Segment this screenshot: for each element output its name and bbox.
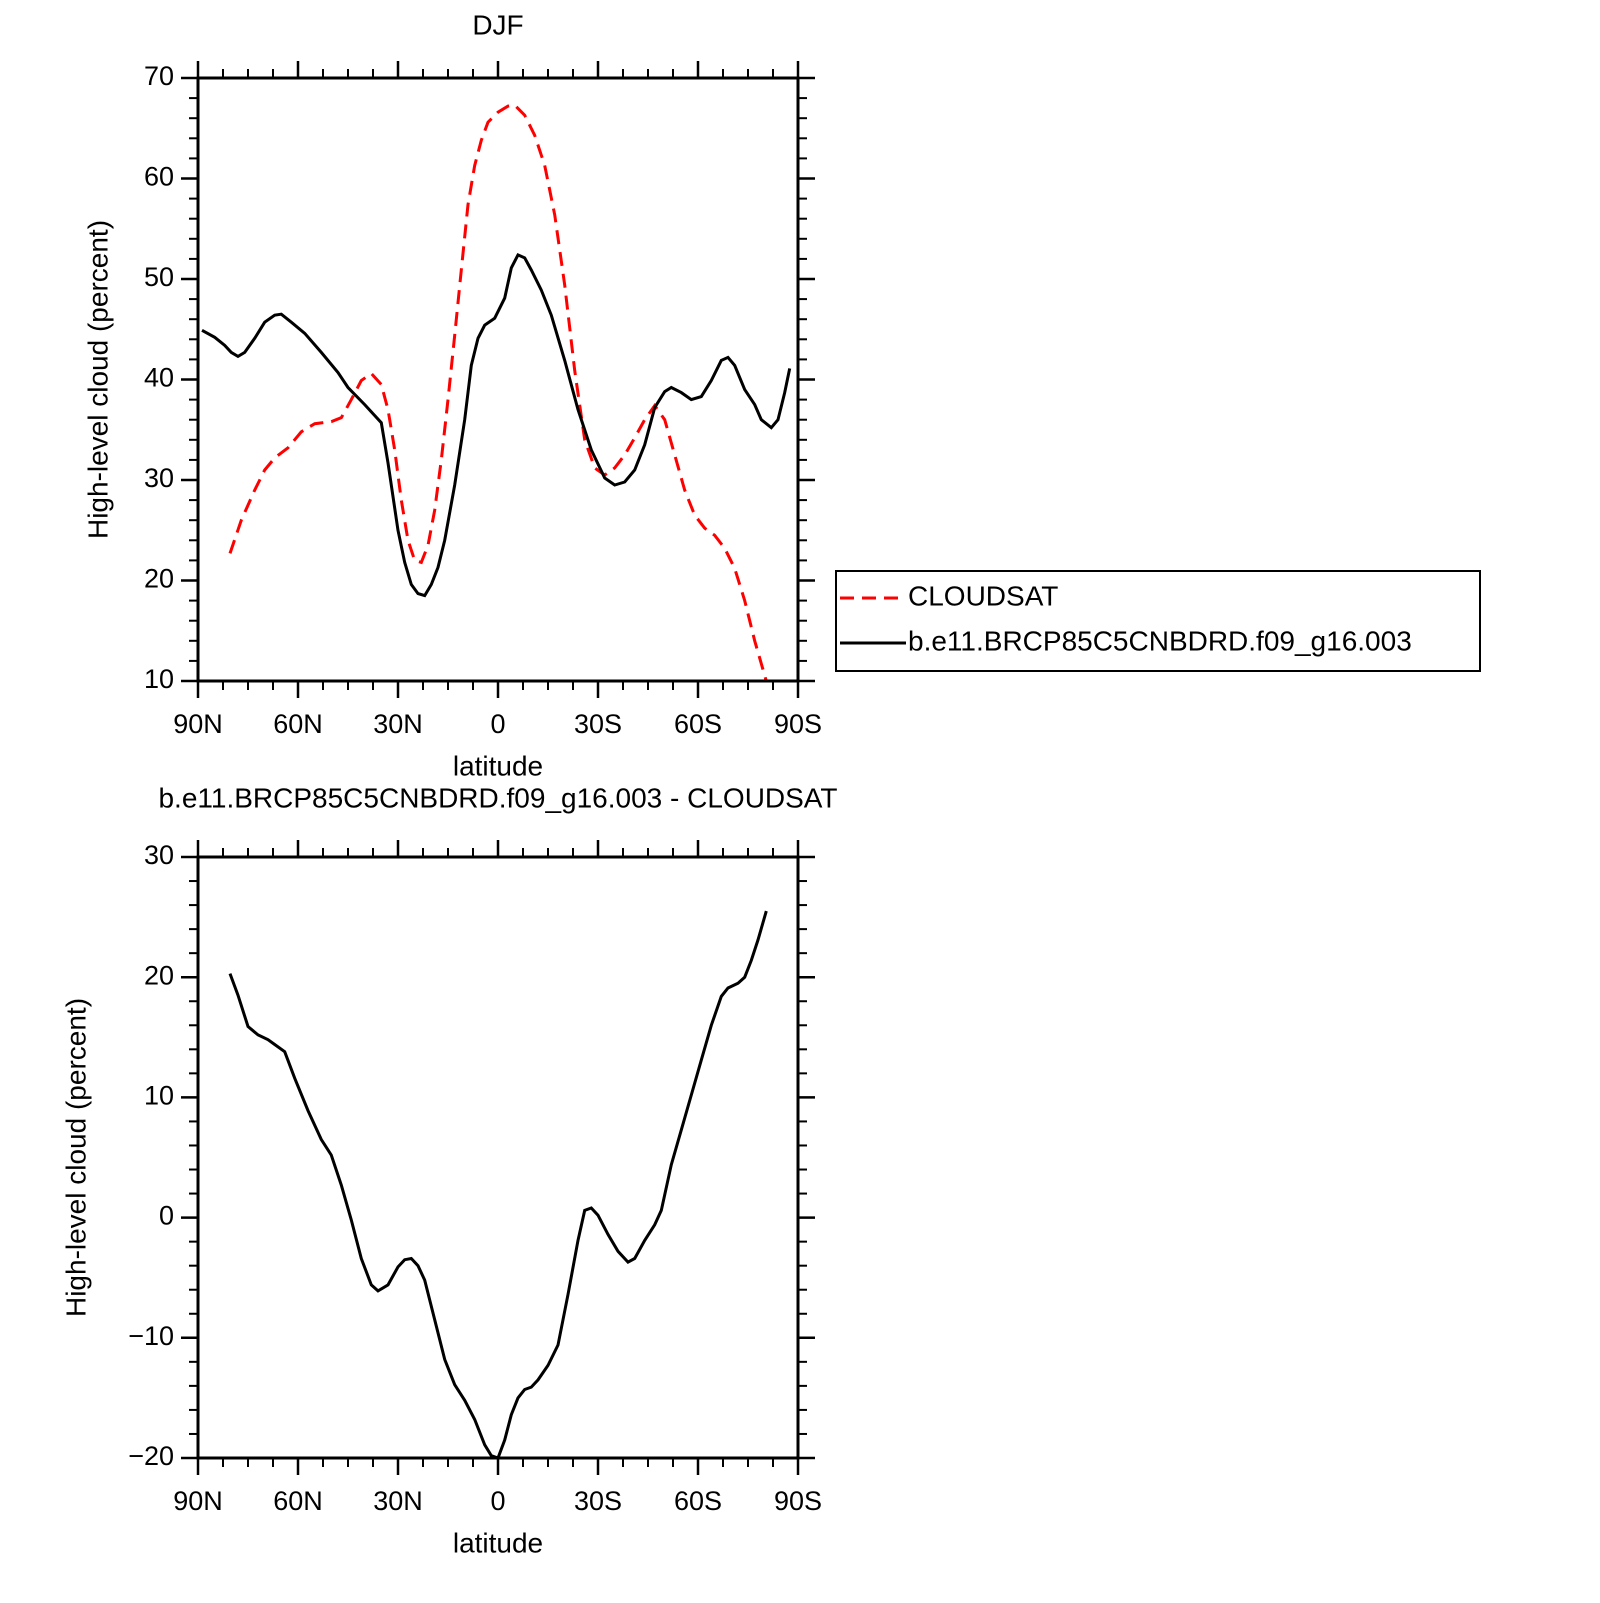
x-axis-label: latitude [453, 1527, 543, 1558]
y-tick-label: 30 [144, 463, 174, 493]
x-tick-label: 90S [774, 1486, 822, 1516]
x-tick-label: 90S [774, 709, 822, 739]
data-line [228, 910, 768, 1460]
y-tick-label: 60 [144, 162, 174, 192]
y-tick-label: 10 [144, 664, 174, 694]
y-tick-label: 50 [144, 262, 174, 292]
plot-frame [196, 76, 800, 683]
legend-label: CLOUDSAT [908, 580, 1058, 611]
chart-title: b.e11.BRCP85C5CNBDRD.f09_g16.003 - CLOUD… [158, 782, 837, 813]
y-axis-label: High-level cloud (percent) [82, 220, 113, 539]
y-tick-label: 20 [144, 960, 174, 990]
y-tick-label: 10 [144, 1081, 174, 1111]
data-line [201, 252, 792, 598]
y-tick-label: −20 [128, 1441, 174, 1471]
y-tick-label: 40 [144, 363, 174, 393]
legend-box [835, 570, 1481, 672]
y-tick-label: 20 [144, 564, 174, 594]
x-tick-label: 90N [173, 709, 223, 739]
x-axis-label: latitude [453, 750, 543, 781]
y-tick-label: −10 [128, 1321, 174, 1351]
y-tick-label: 30 [144, 840, 174, 870]
x-tick-label: 60N [273, 709, 323, 739]
x-tick-label: 90N [173, 1486, 223, 1516]
x-tick-label: 0 [490, 1486, 505, 1516]
x-tick-label: 30N [373, 709, 423, 739]
x-tick-label: 0 [490, 709, 505, 739]
x-tick-label: 60N [273, 1486, 323, 1516]
legend-label: b.e11.BRCP85C5CNBDRD.f09_g16.003 [908, 625, 1412, 656]
y-tick-label: 0 [159, 1201, 174, 1231]
x-tick-label: 30S [574, 709, 622, 739]
x-tick-label: 30S [574, 1486, 622, 1516]
chart-title: DJF [472, 9, 523, 40]
plot-frame [196, 855, 800, 1460]
x-tick-label: 30N [373, 1486, 423, 1516]
x-tick-label: 60S [674, 709, 722, 739]
y-axis-label: High-level cloud (percent) [60, 998, 91, 1317]
y-tick-label: 70 [144, 61, 174, 91]
data-line [228, 103, 768, 682]
x-tick-label: 60S [674, 1486, 722, 1516]
